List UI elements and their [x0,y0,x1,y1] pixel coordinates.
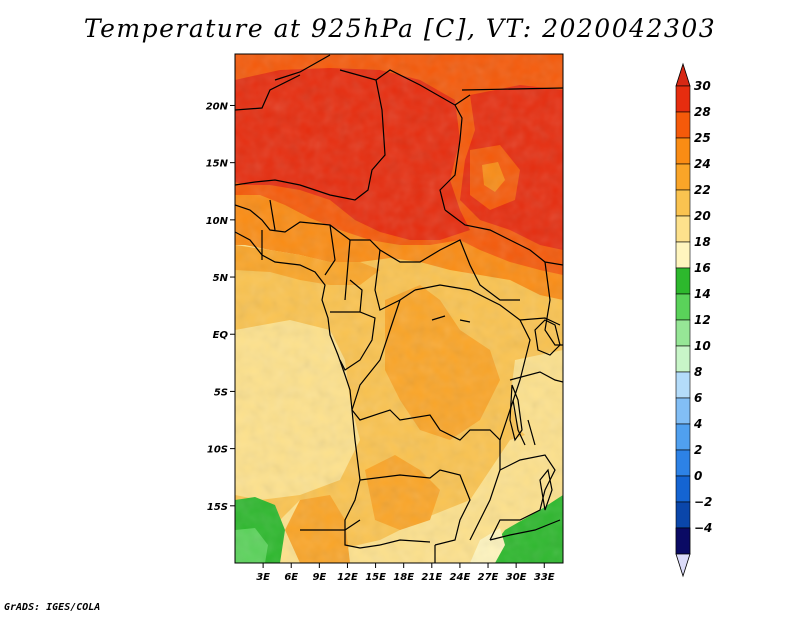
colorbar-swatch [675,501,691,529]
colorbar-label: 16 [694,261,711,275]
colorbar-label: 10 [694,339,711,353]
colorbar-swatch [675,293,691,321]
lon-tick-label: 33E [534,572,555,583]
lon-tick-label: 3E [256,572,270,583]
colorbar-label: 6 [694,391,702,405]
lon-tick-label: 9E [312,572,326,583]
lat-tick-label: 5S [214,387,228,398]
lat-tick-label: 20N [206,101,229,112]
lat-tick-label: 10S [207,445,228,456]
lon-tick-label: 6E [284,572,298,583]
colorbar-swatch [675,163,691,191]
colorbar-label: 20 [694,209,711,223]
lat-tick-label: EQ [213,330,229,341]
colorbar-swatch [675,137,691,165]
colorbar-swatch [675,241,691,269]
colorbar-bottom-segment [675,527,691,555]
colorbar-label: 4 [693,417,702,431]
axis-ticks: 3E 6E 9E 12E 15E 18E 21E 24E 27E 30E 33E 20N 15N 10N 5… [206,101,555,583]
temperature-field [235,54,563,563]
lakes [431,315,561,511]
coastline [235,231,353,411]
colorbar-swatch [675,449,691,477]
lon-tick-label: 12E [337,572,358,583]
colorbar-label: 30 [694,79,711,93]
colorbar-swatch [675,267,691,295]
colorbar-bottom-triangle [675,553,691,578]
footer-credit: GrADS: IGES/COLA [4,602,101,613]
colorbar-swatch [675,319,691,347]
colorbar-label: 8 [694,365,702,379]
map-frame [234,53,564,564]
lon-tick-label: 24E [450,572,471,583]
lon-tick-label: 15E [365,572,386,583]
colorbar-top-triangle [675,62,691,87]
colorbar-swatch [675,371,691,399]
colorbar-label: −2 [694,495,712,509]
colorbar-label: −4 [694,521,712,535]
colorbar-label: 0 [694,469,702,483]
lon-tick-label: 21E [421,572,442,583]
colorbar-swatch [675,85,691,113]
colorbar-swatch [675,215,691,243]
colorbar-label: 28 [694,105,711,119]
lat-tick-label: 5N [213,273,229,284]
colorbar-swatch [675,423,691,451]
colorbar-label: 14 [694,287,711,301]
lat-tick-label: 15S [207,502,228,513]
colorbar-swatch [675,475,691,503]
colorbar-swatch [675,189,691,217]
colorbar-label: 24 [694,157,711,171]
colorbar-label: 22 [694,183,711,197]
field-texture [235,54,563,563]
lat-tick-label: 15N [206,159,229,170]
lon-tick-label: 18E [393,572,414,583]
colorbar-label: 25 [694,131,711,145]
map-title: Temperature at 925hPa [C], VT: 202004230… [83,14,717,43]
colorbar-swatch [675,111,691,139]
lat-tick-label: 10N [206,216,229,227]
colorbar-swatch [675,345,691,373]
country-borders [235,54,563,563]
colorbar-swatch [675,397,691,425]
lon-tick-label: 30E [506,572,527,583]
colorbar-label: 2 [694,443,702,457]
colorbar-label: 18 [694,235,711,249]
lon-tick-label: 27E [478,572,499,583]
colorbar-label: 12 [694,313,711,327]
